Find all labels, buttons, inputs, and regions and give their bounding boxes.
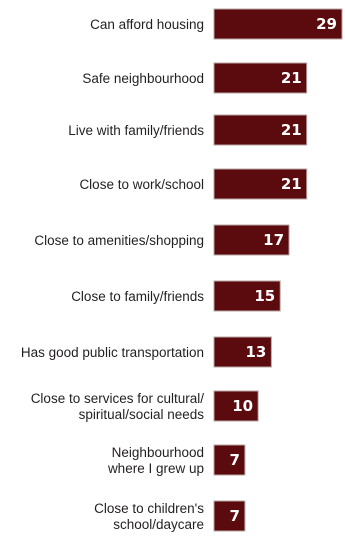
category-label: Safe neighbourhood xyxy=(82,71,204,86)
bar xyxy=(213,280,281,312)
category-label: spiritual/social needs xyxy=(79,407,205,422)
data-label: 13 xyxy=(246,343,267,361)
category-label: Can afford housing xyxy=(90,17,204,32)
data-label: 21 xyxy=(281,69,302,87)
data-label: 15 xyxy=(254,287,275,305)
bar xyxy=(213,500,246,532)
category-label: Close to children's xyxy=(94,501,204,516)
data-label: 21 xyxy=(281,175,302,193)
category-label: Neighbourhood xyxy=(112,445,204,460)
data-label: 21 xyxy=(281,121,302,139)
data-label: 29 xyxy=(316,15,337,33)
category-label: Close to family/friends xyxy=(71,289,204,304)
data-label: 17 xyxy=(263,231,284,249)
bar xyxy=(213,8,343,40)
bar xyxy=(213,390,259,422)
data-label: 7 xyxy=(229,451,239,469)
bar xyxy=(213,62,308,94)
bar xyxy=(213,224,290,256)
category-label: Has good public transportation xyxy=(21,345,204,360)
category-label: Close to services for cultural/ xyxy=(31,391,205,406)
bar xyxy=(213,168,308,200)
data-label: 10 xyxy=(232,397,253,415)
category-label: Live with family/friends xyxy=(68,123,204,138)
category-label: where I grew up xyxy=(107,461,204,476)
category-label: Close to amenities/shopping xyxy=(34,233,204,248)
data-label: 7 xyxy=(229,507,239,525)
category-label: Close to work/school xyxy=(79,177,204,192)
bar xyxy=(213,444,246,476)
category-label: school/daycare xyxy=(113,517,204,532)
bar xyxy=(213,336,272,368)
bar xyxy=(213,114,308,146)
